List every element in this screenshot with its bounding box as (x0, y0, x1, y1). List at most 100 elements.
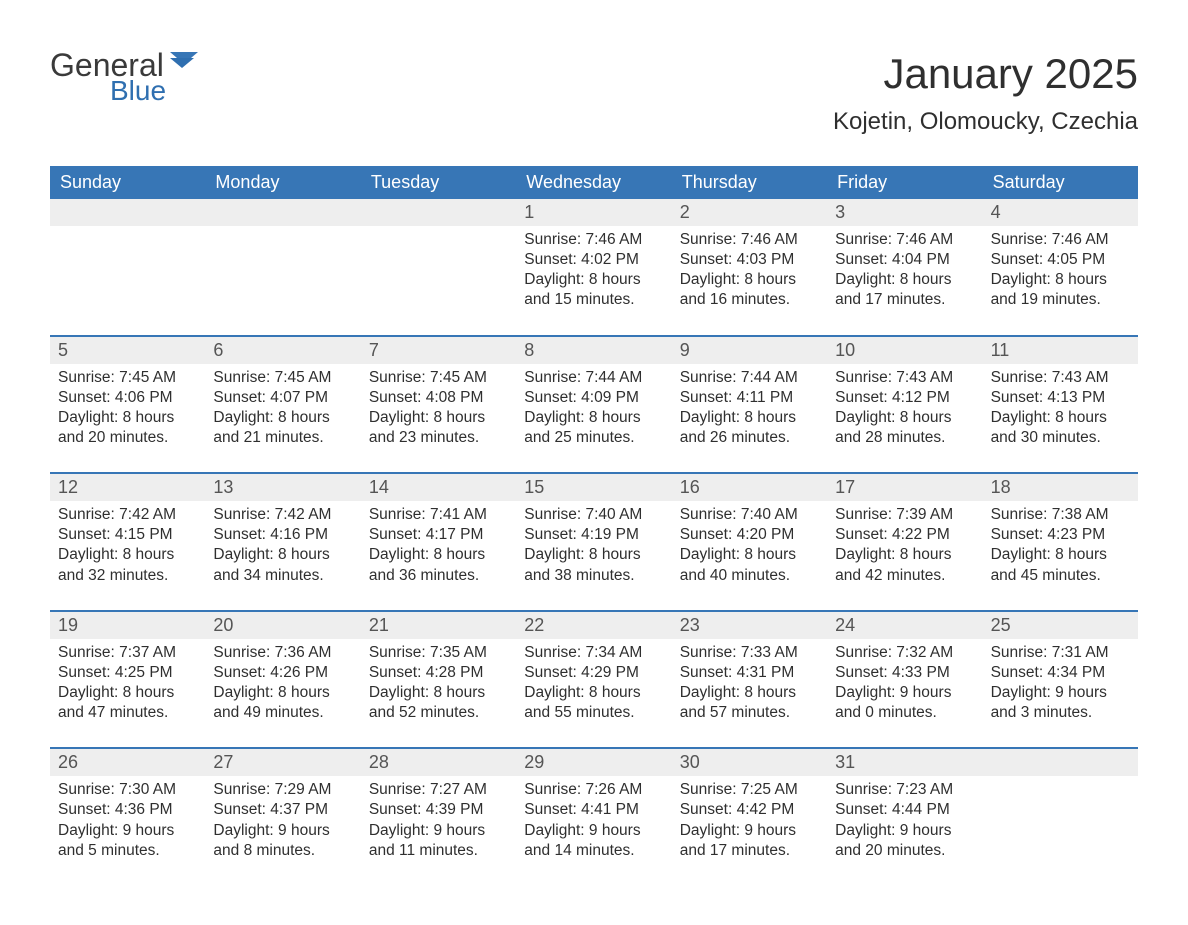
day-number: 1 (516, 199, 671, 226)
day-line: Sunset: 4:34 PM (991, 663, 1130, 683)
day-line: Sunrise: 7:41 AM (369, 505, 508, 525)
day-line: Sunrise: 7:26 AM (524, 780, 663, 800)
day-line: Sunset: 4:26 PM (213, 663, 352, 683)
day-cell: Sunrise: 7:46 AMSunset: 4:04 PMDaylight:… (827, 226, 982, 325)
day-line: Sunrise: 7:36 AM (213, 643, 352, 663)
day-line: Daylight: 8 hours (369, 408, 508, 428)
day-line: Daylight: 8 hours (369, 683, 508, 703)
day-line: Sunset: 4:29 PM (524, 663, 663, 683)
day-line: Sunrise: 7:38 AM (991, 505, 1130, 525)
day-cell: Sunrise: 7:40 AMSunset: 4:20 PMDaylight:… (672, 501, 827, 600)
day-number: 16 (672, 474, 827, 501)
day-line: Sunrise: 7:25 AM (680, 780, 819, 800)
day-line: and 32 minutes. (58, 566, 197, 586)
day-number: 12 (50, 474, 205, 501)
day-line: Daylight: 8 hours (991, 408, 1130, 428)
day-number: 19 (50, 612, 205, 639)
day-line: Sunrise: 7:30 AM (58, 780, 197, 800)
day-cell: Sunrise: 7:27 AMSunset: 4:39 PMDaylight:… (361, 776, 516, 875)
day-line: Daylight: 8 hours (58, 545, 197, 565)
day-line: Sunrise: 7:43 AM (991, 368, 1130, 388)
day-line: Sunrise: 7:34 AM (524, 643, 663, 663)
week-block: 567891011Sunrise: 7:45 AMSunset: 4:06 PM… (50, 335, 1138, 463)
week-block: 19202122232425Sunrise: 7:37 AMSunset: 4:… (50, 610, 1138, 738)
day-cell: Sunrise: 7:45 AMSunset: 4:08 PMDaylight:… (361, 364, 516, 463)
day-cell: Sunrise: 7:32 AMSunset: 4:33 PMDaylight:… (827, 639, 982, 738)
day-cell: Sunrise: 7:39 AMSunset: 4:22 PMDaylight:… (827, 501, 982, 600)
day-line: and 57 minutes. (680, 703, 819, 723)
calendar-page: General Blue January 2025 Kojetin, Olomo… (0, 0, 1188, 925)
day-line: Sunset: 4:03 PM (680, 250, 819, 270)
day-line: Daylight: 8 hours (524, 545, 663, 565)
day-line: and 21 minutes. (213, 428, 352, 448)
day-line: and 15 minutes. (524, 290, 663, 310)
day-line: Daylight: 8 hours (680, 683, 819, 703)
day-line: Daylight: 8 hours (991, 545, 1130, 565)
day-number: 15 (516, 474, 671, 501)
day-cell: Sunrise: 7:38 AMSunset: 4:23 PMDaylight:… (983, 501, 1138, 600)
day-line: Sunset: 4:09 PM (524, 388, 663, 408)
day-number: 4 (983, 199, 1138, 226)
day-number: 26 (50, 749, 205, 776)
day-line: Daylight: 8 hours (213, 545, 352, 565)
day-line: Daylight: 9 hours (835, 821, 974, 841)
day-line: Sunrise: 7:44 AM (680, 368, 819, 388)
day-line: Sunset: 4:06 PM (58, 388, 197, 408)
day-number: 3 (827, 199, 982, 226)
week-block: 1234Sunrise: 7:46 AMSunset: 4:02 PMDayli… (50, 199, 1138, 325)
day-line: and 36 minutes. (369, 566, 508, 586)
day-cell: Sunrise: 7:35 AMSunset: 4:28 PMDaylight:… (361, 639, 516, 738)
day-cell: Sunrise: 7:46 AMSunset: 4:02 PMDaylight:… (516, 226, 671, 325)
day-number: 22 (516, 612, 671, 639)
day-number (205, 199, 360, 226)
day-line: and 19 minutes. (991, 290, 1130, 310)
day-line: Sunset: 4:44 PM (835, 800, 974, 820)
day-line: Daylight: 8 hours (680, 408, 819, 428)
location-subtitle: Kojetin, Olomoucky, Czechia (833, 108, 1138, 136)
week-block: 262728293031Sunrise: 7:30 AMSunset: 4:36… (50, 747, 1138, 875)
day-line: Sunset: 4:37 PM (213, 800, 352, 820)
day-line: Sunset: 4:19 PM (524, 525, 663, 545)
day-number: 24 (827, 612, 982, 639)
day-line: and 49 minutes. (213, 703, 352, 723)
day-line: and 34 minutes. (213, 566, 352, 586)
day-line: Sunset: 4:05 PM (991, 250, 1130, 270)
day-line: and 17 minutes. (835, 290, 974, 310)
day-line: Daylight: 8 hours (369, 545, 508, 565)
day-line: and 14 minutes. (524, 841, 663, 861)
day-line: Daylight: 8 hours (835, 408, 974, 428)
day-line: Daylight: 8 hours (213, 408, 352, 428)
day-number: 31 (827, 749, 982, 776)
day-line: Sunset: 4:12 PM (835, 388, 974, 408)
day-line: Sunset: 4:16 PM (213, 525, 352, 545)
day-line: and 45 minutes. (991, 566, 1130, 586)
day-line: Sunset: 4:08 PM (369, 388, 508, 408)
day-line: Sunrise: 7:46 AM (835, 230, 974, 250)
day-line: Sunrise: 7:45 AM (369, 368, 508, 388)
day-cell: Sunrise: 7:26 AMSunset: 4:41 PMDaylight:… (516, 776, 671, 875)
day-line: Sunset: 4:02 PM (524, 250, 663, 270)
day-line: and 5 minutes. (58, 841, 197, 861)
day-line: and 47 minutes. (58, 703, 197, 723)
day-number: 17 (827, 474, 982, 501)
day-line: Daylight: 8 hours (835, 545, 974, 565)
day-line: and 25 minutes. (524, 428, 663, 448)
day-line: Sunset: 4:39 PM (369, 800, 508, 820)
day-line: and 52 minutes. (369, 703, 508, 723)
day-line: Sunrise: 7:32 AM (835, 643, 974, 663)
day-line: Daylight: 8 hours (524, 683, 663, 703)
weekday-header-row: Sunday Monday Tuesday Wednesday Thursday… (50, 166, 1138, 199)
day-line: Sunrise: 7:23 AM (835, 780, 974, 800)
day-cell (50, 226, 205, 325)
day-line: Daylight: 8 hours (991, 270, 1130, 290)
day-line: and 20 minutes. (835, 841, 974, 861)
day-line: Sunset: 4:42 PM (680, 800, 819, 820)
day-line: and 16 minutes. (680, 290, 819, 310)
day-number: 14 (361, 474, 516, 501)
day-line: Sunrise: 7:43 AM (835, 368, 974, 388)
title-block: January 2025 Kojetin, Olomoucky, Czechia (833, 50, 1138, 136)
day-cell (983, 776, 1138, 875)
day-cell: Sunrise: 7:31 AMSunset: 4:34 PMDaylight:… (983, 639, 1138, 738)
day-line: Sunrise: 7:42 AM (58, 505, 197, 525)
month-title: January 2025 (833, 50, 1138, 98)
